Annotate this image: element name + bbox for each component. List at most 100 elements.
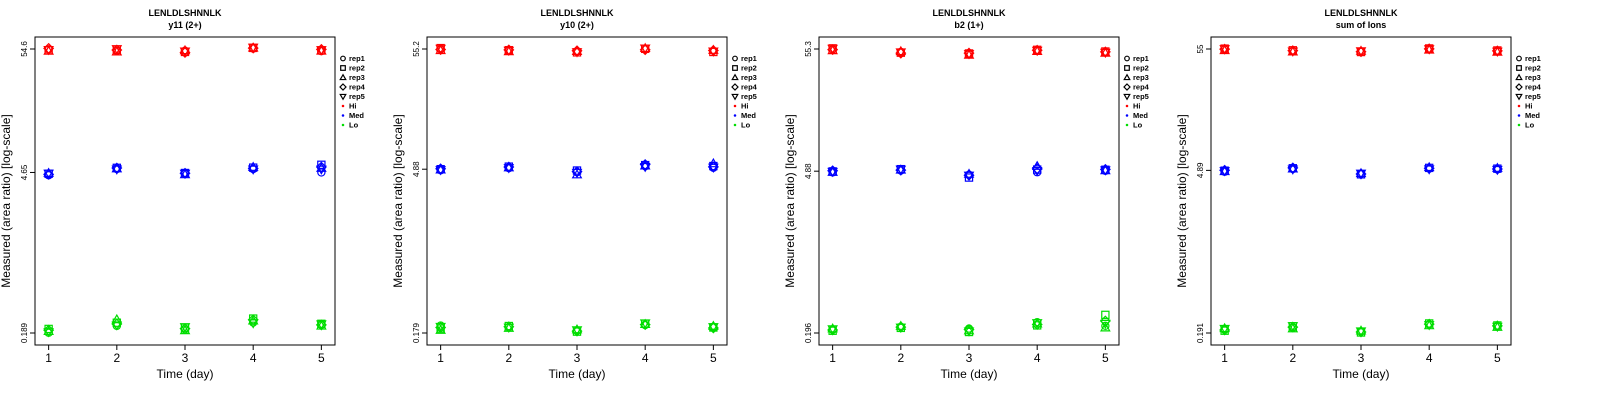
legend-symbol-rep5 (1515, 93, 1523, 101)
data-point-lo-rep5 (179, 323, 191, 333)
data-point-hi-rep5 (1423, 45, 1435, 55)
data-point-hi-rep5 (1031, 46, 1043, 57)
legend-symbol-rep5 (1123, 93, 1131, 101)
data-point-med-rep5 (43, 169, 54, 179)
legend-label-rep1: rep1 (349, 54, 365, 63)
legend-label-rep3: rep3 (741, 73, 757, 82)
data-point-lo-rep5 (639, 319, 651, 329)
legend-label-rep3: rep3 (1525, 73, 1541, 82)
data-point-med-rep5 (639, 162, 651, 173)
legend-symbol-rep2 (732, 65, 738, 71)
chart-panel-1: LENLDLSHNNLK y11 (2+) 1 2 3 4 5 0.189 4.65 54.6 Ti… (0, 8, 366, 381)
chart-subtitle: sum of Ions (1336, 20, 1387, 30)
data-point-lo-rep5 (895, 323, 907, 333)
data-point-med-rep5 (827, 167, 838, 178)
legend-symbol-rep5 (339, 93, 347, 101)
x-tick-label: 4 (642, 351, 649, 365)
chart-title: LENLDLSHNNLK (541, 8, 614, 18)
legend-symbol-rep4 (1123, 83, 1131, 91)
data-point-hi-rep5 (1219, 45, 1230, 55)
data-point-hi-rep5 (963, 50, 975, 60)
legend-label-lo: Lo (1133, 121, 1143, 130)
x-tick-label: 1 (45, 351, 52, 365)
data-point-lo-rep5 (43, 328, 54, 338)
chart-subtitle: y11 (2+) (168, 20, 201, 30)
y-axis-label: Measured (area ratio) [log-scale] (783, 114, 797, 287)
legend-label-rep3: rep3 (1133, 73, 1149, 82)
y-tick-label: 0.189 (20, 322, 29, 343)
legend-symbol-rep3 (1123, 73, 1131, 81)
data-point-med-rep5 (1031, 166, 1043, 177)
y-tick-label: 0.191 (1196, 322, 1205, 343)
legend-label-lo: Lo (349, 121, 359, 130)
data-point-hi-rep5 (503, 46, 515, 57)
x-axis-label: Time (day) (549, 367, 606, 381)
legend-symbol-lo (1517, 123, 1521, 127)
y-tick-label: 4.89 (1196, 162, 1205, 178)
x-tick-label: 4 (250, 351, 257, 365)
x-tick-label: 5 (1102, 351, 1109, 365)
data-point-med-rep5 (503, 164, 515, 174)
data-point-lo-rep5 (708, 323, 719, 333)
data-point-med-rep5 (1219, 167, 1230, 177)
data-point-med-rep5 (571, 168, 583, 179)
plot-frame (34, 36, 336, 346)
x-tick-label: 2 (897, 351, 904, 365)
data-point-hi-rep5 (435, 44, 446, 55)
x-tick-label: 2 (113, 351, 120, 365)
data-point-lo-rep3 (1100, 322, 1111, 332)
x-tick-label: 5 (710, 351, 717, 365)
data-point-lo-rep3 (111, 313, 123, 324)
data-point-med-rep5 (1355, 169, 1367, 179)
data-point-hi-rep3 (708, 44, 719, 54)
x-tick-label: 2 (1289, 351, 1296, 365)
data-point-lo-rep5 (1423, 321, 1435, 331)
data-point-lo-rep4 (247, 314, 259, 326)
legend-label-lo: Lo (741, 121, 751, 130)
legend-label-rep1: rep1 (1525, 54, 1541, 63)
legend-symbol-rep3 (1515, 73, 1523, 81)
legend-symbol-rep1 (340, 55, 346, 62)
legend-label-med: Med (1525, 111, 1540, 120)
chart-panel-2: LENLDLSHNNLK y10 (2+) 1 2 3 4 5 0.179 4.88 55.2 Ti… (391, 8, 758, 381)
legend-label-hi: Hi (1525, 102, 1533, 111)
plot-frame (426, 36, 728, 346)
legend-label-med: Med (741, 111, 756, 120)
legend-symbol-med (1125, 114, 1129, 117)
chart-subtitle: b2 (1+) (954, 20, 983, 30)
data-point-lo-rep2 (1101, 310, 1110, 320)
x-axis-label: Time (day) (941, 367, 998, 381)
y-tick-label: 55.2 (412, 41, 421, 57)
y-axis-label: Measured (area ratio) [log-scale] (0, 114, 13, 287)
legend-label-rep1: rep1 (1133, 54, 1149, 63)
data-point-lo-rep5 (1355, 327, 1367, 337)
data-point-med-rep5 (111, 165, 123, 175)
x-tick-label: 3 (574, 351, 581, 365)
x-tick-label: 1 (437, 351, 444, 365)
data-point-med-rep5 (1492, 165, 1503, 176)
legend-symbol-rep4 (339, 83, 347, 91)
data-point-lo-rep5 (571, 326, 583, 336)
x-tick-label: 4 (1034, 351, 1041, 365)
legend-label-rep5: rep5 (741, 92, 757, 101)
data-point-hi-rep5 (1287, 47, 1299, 57)
legend-symbol-rep1 (1516, 55, 1522, 62)
y-tick-label: 55 (1196, 44, 1205, 53)
x-tick-label: 1 (829, 351, 836, 365)
y-tick-label: 0.196 (804, 322, 813, 343)
data-point-hi-rep5 (1355, 47, 1367, 57)
data-point-lo-rep5 (111, 321, 123, 331)
data-point-hi-rep5 (43, 45, 54, 56)
data-point-hi-rep5 (827, 44, 838, 55)
data-point-lo-rep5 (503, 323, 515, 334)
legend-symbol-hi (733, 104, 737, 108)
legend-symbol-hi (1517, 104, 1521, 108)
chart-title: LENLDLSHNNLK (149, 8, 222, 18)
y-tick-label: 4.88 (412, 161, 421, 177)
data-point-med-rep5 (1100, 166, 1111, 176)
legend-label-rep3: rep3 (349, 73, 365, 82)
legend-symbol-lo (733, 123, 737, 127)
legend-label-rep4: rep4 (1133, 83, 1150, 92)
legend-symbol-rep4 (731, 83, 739, 91)
legend-label-rep2: rep2 (741, 64, 757, 73)
